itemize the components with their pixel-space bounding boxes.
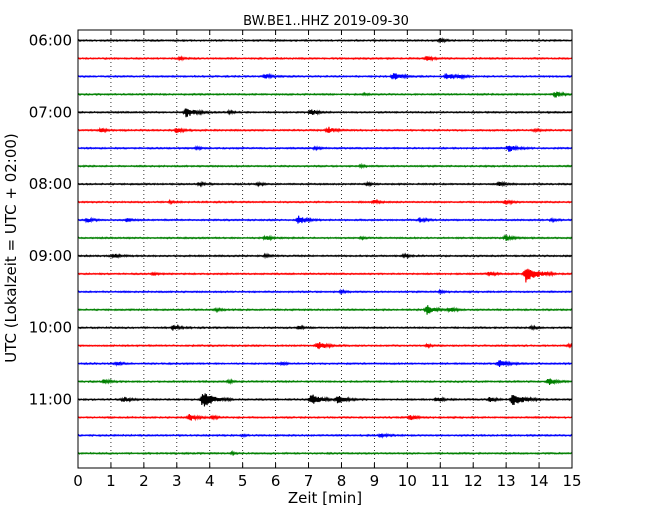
x-tick-label: 8	[337, 472, 347, 490]
x-tick-label: 3	[172, 472, 182, 490]
x-tick-label: 11	[431, 472, 450, 490]
x-tick-label: 14	[530, 472, 549, 490]
seismogram-trace	[77, 91, 573, 98]
seismogram-trace	[77, 323, 573, 331]
trace-layer	[77, 37, 573, 457]
x-tick-label: 6	[271, 472, 281, 490]
seismogram-trace	[77, 360, 573, 368]
x-tick-label: 7	[304, 472, 314, 490]
seismogram-trace	[77, 413, 573, 422]
y-axis-label: UTC (Lokalzeit = UTC + 02:00)	[2, 133, 20, 363]
x-tick-label: 12	[464, 472, 483, 490]
y-tick-label: 11:00	[29, 391, 72, 409]
grid-layer	[110, 30, 540, 468]
x-tick-label: 1	[106, 472, 116, 490]
x-tick-label: 13	[497, 472, 516, 490]
y-axis: 06:00 07:00 08:00 09:00 10:00 11:00	[29, 32, 572, 409]
y-tick-label: 07:00	[29, 103, 72, 121]
seismogram-trace	[77, 72, 573, 80]
seismogram-trace	[77, 234, 573, 242]
x-tick-label: 15	[562, 472, 581, 490]
y-tick-label: 06:00	[29, 32, 72, 50]
seismogram-trace	[77, 341, 573, 350]
seismogram-trace	[77, 305, 573, 315]
seismogram-trace	[77, 55, 573, 62]
x-axis-label: Zeit [min]	[288, 489, 362, 507]
x-tick-label: 0	[73, 472, 83, 490]
x-tick-label: 4	[205, 472, 215, 490]
x-tick-label: 9	[370, 472, 380, 490]
seismogram-trace	[77, 126, 573, 134]
y-tick-label: 09:00	[29, 247, 72, 265]
y-tick-label: 10:00	[29, 319, 72, 337]
seismogram-trace	[77, 198, 573, 206]
seismogram-trace	[77, 162, 573, 170]
seismogram-trace	[77, 37, 573, 44]
seismogram-trace	[77, 268, 573, 283]
seismogram-trace	[77, 288, 573, 296]
x-tick-label: 10	[398, 472, 417, 490]
x-tick-label: 5	[238, 472, 248, 490]
seismogram-trace	[77, 180, 573, 188]
seismogram-trace	[77, 378, 573, 386]
chart-title: BW.BE1..HHZ 2019-09-30	[243, 14, 409, 29]
seismogram-trace	[77, 449, 573, 457]
seismogram-trace	[77, 393, 573, 407]
seismogram-trace	[77, 144, 573, 152]
x-axis: 0 1 2 3 4 5 6 7 8 9 10 11 12 13 14 15	[73, 30, 582, 490]
x-tick-label: 2	[139, 472, 149, 490]
seismogram-trace	[77, 432, 573, 439]
seismogram-trace	[77, 252, 573, 260]
seismogram-trace	[77, 215, 573, 224]
plot-frame	[77, 29, 573, 469]
seismogram-trace	[77, 108, 573, 118]
y-tick-label: 08:00	[29, 175, 72, 193]
